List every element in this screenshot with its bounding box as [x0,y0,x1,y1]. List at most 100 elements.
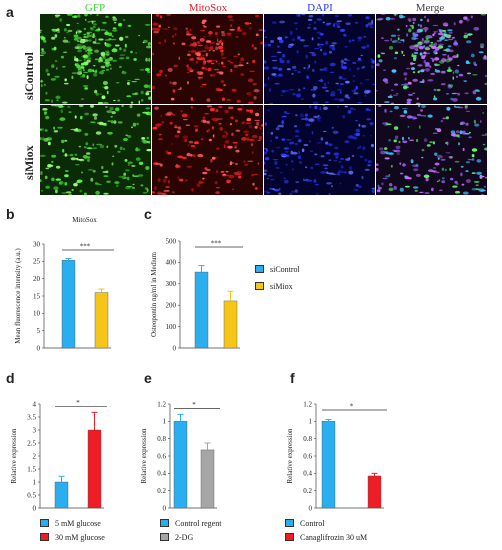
significance-label: *** [80,243,91,251]
legend-label: 30 mM glucose [55,532,105,542]
legend-d-item-0: 5 mM glucose [40,516,105,530]
row-header-simiox: siMiox [22,145,36,180]
y-tick-label: 0.8 [157,435,166,443]
y-tick-label: 0.2 [303,487,312,495]
micrograph-dapi-simiox [264,105,375,195]
bar-1 [200,449,215,509]
significance-label: * [76,399,80,407]
legend-swatch [255,282,264,290]
legend-swatch [40,533,49,541]
micrograph-dapi-sicontrol [264,14,375,104]
legend-f-item-1: Canaglifrozin 30 uM [285,530,367,544]
legend-bc-item-1: siMiox [255,279,300,293]
y-tick-label: 1 [33,478,37,486]
legend-bc: siControl siMiox [255,262,300,293]
y-tick-label: 0 [33,504,37,512]
y-tick-label: 0.4 [157,470,166,478]
y-tick-label: 0.6 [157,452,166,460]
bar-1 [87,429,102,509]
y-tick-label: 0.5 [27,491,36,499]
legend-e-item-0: Control regent [160,516,221,530]
y-tick-label: 4 [33,400,37,408]
legend-label: Control regent [175,518,222,528]
chart-title: MitoSox [72,216,97,224]
legend-swatch [160,519,169,527]
panel-e-letter: e [144,370,152,386]
chart-b-mitosox: 0 5 10 15 20 25 30 Mean fluorescence intensity … [14,216,114,352]
chart-c-osteopontin: 0 100 200 300 400 500 Osteopontin ng/ml in Med… [150,237,243,352]
y-tick-label: 1 [309,418,313,426]
bar-1 [367,475,382,509]
legend-f-item-0: Control [285,516,367,530]
micrograph-mitosox-simiox [152,105,263,195]
bar-1 [94,292,109,349]
y-axis-label: Relative expression [286,428,294,484]
legend-swatch [40,519,49,527]
panel-f-letter: f [290,370,295,386]
y-tick-label: 300 [166,280,177,288]
micrograph-gfp-sicontrol [40,14,151,104]
legend-swatch [160,533,169,541]
legend-label: 5 mM glucose [55,518,101,528]
y-tick-label: 10 [33,310,41,318]
legend-e: Control regent 2-DG [160,516,221,544]
significance-label: *** [211,240,222,248]
y-tick-label: 30 [33,240,41,248]
legend-label: Control [300,518,325,528]
y-axis-label: Relative expression [10,428,18,484]
y-tick-label: 0 [163,504,167,512]
bar-0 [61,260,76,349]
y-tick-label: 3.5 [27,413,36,421]
y-tick-label: 1.2 [157,400,166,408]
column-header-gfp: GFP [84,2,106,14]
legend-label: siControl [270,264,300,274]
y-tick-label: 25 [33,258,41,266]
bar-0 [173,421,188,509]
significance-label: * [350,403,354,411]
y-axis-label: Mean fluorescence intensity (a.u.) [14,248,22,344]
significance-label: * [192,401,196,409]
panel-c-letter: c [144,206,152,222]
legend-e-item-1: 2-DG [160,530,221,544]
y-tick-label: 0.6 [303,452,312,460]
bar-0 [321,421,336,509]
row-header-sicontrol: siControl [22,52,36,100]
legend-f: Control Canaglifrozin 30 uM [285,516,367,544]
y-tick-label: 20 [33,275,41,283]
y-tick-label: 500 [166,237,177,245]
micrograph-gfp-simiox [40,105,151,195]
legend-swatch [285,519,294,527]
y-tick-label: 0 [173,344,177,352]
chart-d-glucose: 0 0.5 1 1.5 2 2.5 3 3.5 4 Relative expression * [10,399,107,512]
panel-b-letter: b [6,206,15,222]
column-header-merge: Merge [415,2,445,14]
y-tick-label: 1 [163,418,167,426]
y-axis-label: Osteopontin ng/ml in Medium [150,251,158,337]
y-tick-label: 0.8 [303,435,312,443]
micrograph-merge-simiox [376,105,487,195]
legend-label: Canaglifrozin 30 uM [300,532,368,542]
legend-swatch [255,265,264,273]
y-tick-label: 2 [33,452,37,460]
y-tick-label: 1.5 [27,465,36,473]
micrograph-mitosox-sicontrol [152,14,263,104]
legend-label: 2-DG [175,532,194,542]
bar-1 [223,300,238,349]
legend-label: siMiox [270,281,293,291]
chart-f-canaglifrozin: 0 0.2 0.4 0.6 0.8 1 1.2 Relative expression * [286,400,387,512]
y-tick-label: 2.5 [27,439,36,447]
legend-d: 5 mM glucose 30 mM glucose [40,516,105,544]
column-header-mitosox: MitoSox [188,2,228,14]
bar-0 [54,481,69,509]
bar-0 [194,271,209,349]
y-tick-label: 400 [166,259,177,267]
legend-d-item-1: 30 mM glucose [40,530,105,544]
y-axis-label: Relative expression [140,428,148,484]
y-tick-label: 0.4 [303,470,312,478]
micrograph-merge-sicontrol [376,14,487,104]
chart-e-2dg: 0 0.2 0.4 0.6 0.8 1 1.2 Relative expression * [140,400,220,512]
y-tick-label: 0.2 [157,487,166,495]
panel-d-letter: d [6,370,15,386]
legend-swatch [285,533,294,541]
column-header-dapi: DAPI [307,2,333,14]
